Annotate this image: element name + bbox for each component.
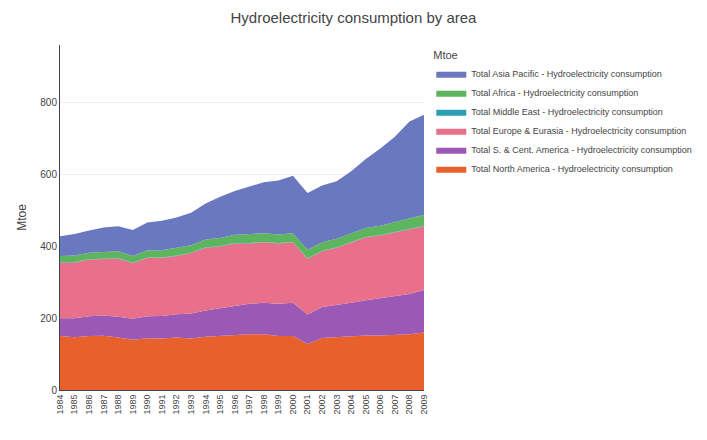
svg-text:1987: 1987: [99, 395, 109, 415]
svg-text:Mtoe: Mtoe: [433, 49, 457, 61]
svg-text:1990: 1990: [142, 395, 152, 415]
svg-text:2005: 2005: [361, 395, 371, 415]
svg-text:Total Asia Pacific - Hydroelec: Total Asia Pacific - Hydroelectricity co…: [471, 69, 662, 79]
svg-text:Total Africa - Hydroelectricit: Total Africa - Hydroelectricity consumpt…: [471, 88, 638, 98]
svg-text:0: 0: [51, 385, 57, 396]
svg-text:1998: 1998: [259, 395, 269, 415]
svg-text:Total Europe & Eurasia - Hydro: Total Europe & Eurasia - Hydroelectricit…: [471, 126, 686, 136]
svg-text:Hydroelectricity consumption b: Hydroelectricity consumption by area: [231, 9, 478, 26]
svg-text:1986: 1986: [84, 395, 94, 415]
svg-text:Total North America - Hydroele: Total North America - Hydroelectricity c…: [471, 164, 673, 174]
svg-text:1994: 1994: [201, 395, 211, 415]
svg-text:1991: 1991: [157, 395, 167, 415]
svg-text:2009: 2009: [419, 395, 429, 415]
svg-text:2003: 2003: [332, 395, 342, 415]
svg-text:1997: 1997: [244, 395, 254, 415]
svg-text:1996: 1996: [230, 395, 240, 415]
svg-text:2002: 2002: [317, 395, 327, 415]
svg-text:1995: 1995: [215, 395, 225, 415]
svg-text:1999: 1999: [273, 395, 283, 415]
svg-text:Total Middle East - Hydroelect: Total Middle East - Hydroelectricity con…: [471, 107, 663, 117]
svg-text:200: 200: [40, 313, 57, 324]
svg-text:1993: 1993: [186, 395, 196, 415]
svg-text:Total S. & Cent. America - Hyd: Total S. & Cent. America - Hydroelectric…: [471, 145, 692, 155]
svg-text:2001: 2001: [302, 395, 312, 415]
svg-text:1992: 1992: [171, 395, 181, 415]
svg-text:Mtoe: Mtoe: [15, 204, 29, 231]
svg-text:1984: 1984: [55, 395, 65, 415]
svg-text:1988: 1988: [113, 395, 123, 415]
svg-text:1989: 1989: [128, 395, 138, 415]
svg-text:2008: 2008: [404, 395, 414, 415]
svg-text:2007: 2007: [390, 395, 400, 415]
svg-text:2000: 2000: [288, 395, 298, 415]
svg-text:600: 600: [40, 169, 57, 180]
svg-text:400: 400: [40, 241, 57, 252]
svg-text:800: 800: [40, 97, 57, 108]
svg-text:1985: 1985: [69, 395, 79, 415]
svg-text:2006: 2006: [375, 395, 385, 415]
svg-text:2004: 2004: [346, 395, 356, 415]
